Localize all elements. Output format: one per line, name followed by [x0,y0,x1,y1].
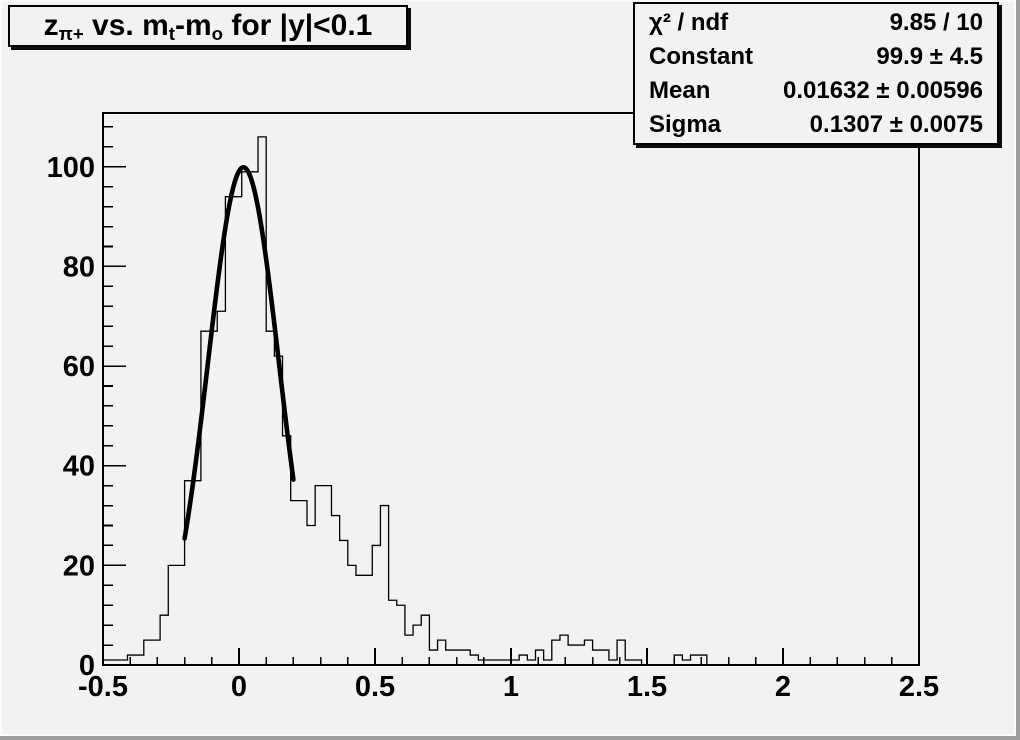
y-axis-tick-label: 0 [79,650,95,682]
canvas-edge-right-highlight [1014,0,1016,740]
title-fragment: vs. m [83,9,169,42]
x-axis-tick-label: 0.5 [355,671,395,703]
x-axis-tick-label: 2.5 [899,671,939,703]
stats-label-mean: Mean [649,76,711,104]
y-axis-tick-label: 20 [63,550,95,582]
canvas-edge-bottom [0,736,1020,740]
stats-value-chi2: 9.85 / 10 [889,9,983,37]
stats-label-sigma: Sigma [649,110,722,138]
title-fragment: for |y|<0.1 [223,9,373,42]
stats-value-mean: 0.01632 ± 0.00596 [782,76,983,104]
y-axis-tick-label: 60 [63,351,95,383]
canvas-edge-right [1016,0,1020,740]
title-subscript: π+ [58,23,84,45]
stats-row-constant: Constant 99.9 ± 4.5 [649,40,983,73]
gaussian-fit-curve [182,165,296,541]
x-axis-tick-label: 0 [231,671,247,703]
stats-value-constant: 99.9 ± 4.5 [876,43,983,71]
stats-value-sigma: 0.1307 ± 0.0075 [809,110,983,138]
x-axis-tick-label: -0.5 [78,671,128,703]
x-axis-tick-label: 1 [503,671,519,703]
stats-row-sigma: Sigma 0.1307 ± 0.0075 [649,108,983,141]
title-subscript: o [211,23,224,45]
title-box: zπ+ vs. mt-mo for |y|<0.1 [8,5,408,47]
stats-label-chi2: χ² / ndf [649,9,729,37]
plot-title: zπ+ vs. mt-mo for |y|<0.1 [43,9,373,45]
title-fragment: -m [174,9,212,42]
stats-label-constant: Constant [649,43,753,71]
x-axis-tick-label: 1.5 [627,671,667,703]
y-axis-tick-label: 80 [63,251,95,283]
canvas-edge-top [0,0,1020,2]
stats-box: χ² / ndf 9.85 / 10 Constant 99.9 ± 4.5 M… [633,2,999,145]
stats-row-mean: Mean 0.01632 ± 0.00596 [649,74,983,107]
stats-row-chi2: χ² / ndf 9.85 / 10 [649,6,983,39]
histogram-outline [102,136,919,666]
plot-frame [102,112,920,666]
title-fragment: z [43,9,59,42]
canvas-edge-left [0,0,2,740]
title-subscript: t [168,23,175,45]
y-axis-tick-label: 40 [63,451,95,483]
canvas-edge-bottom-highlight [0,734,1020,736]
y-axis-tick-label: 100 [47,152,95,184]
x-axis-tick-label: 2 [775,671,791,703]
